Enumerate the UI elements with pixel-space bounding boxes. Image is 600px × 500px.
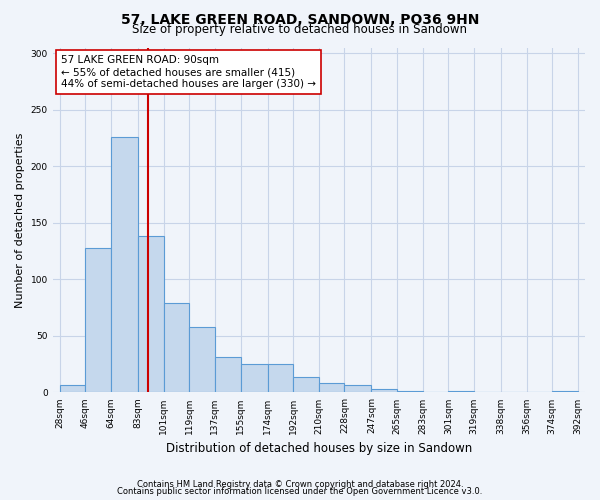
- Y-axis label: Number of detached properties: Number of detached properties: [15, 132, 25, 308]
- Text: Contains public sector information licensed under the Open Government Licence v3: Contains public sector information licen…: [118, 488, 482, 496]
- Bar: [371, 389, 397, 392]
- Bar: [344, 384, 371, 392]
- Bar: [111, 137, 138, 392]
- Text: 57, LAKE GREEN ROAD, SANDOWN, PO36 9HN: 57, LAKE GREEN ROAD, SANDOWN, PO36 9HN: [121, 12, 479, 26]
- Bar: [215, 358, 241, 392]
- X-axis label: Distribution of detached houses by size in Sandown: Distribution of detached houses by size …: [166, 442, 472, 455]
- Bar: [319, 384, 344, 392]
- Bar: [164, 303, 190, 392]
- Bar: [190, 327, 215, 392]
- Text: Contains HM Land Registry data © Crown copyright and database right 2024.: Contains HM Land Registry data © Crown c…: [137, 480, 463, 489]
- Bar: [268, 364, 293, 392]
- Bar: [85, 248, 111, 392]
- Bar: [241, 364, 268, 392]
- Bar: [60, 384, 85, 392]
- Bar: [293, 376, 319, 392]
- Text: 57 LAKE GREEN ROAD: 90sqm
← 55% of detached houses are smaller (415)
44% of semi: 57 LAKE GREEN ROAD: 90sqm ← 55% of detac…: [61, 56, 316, 88]
- Text: Size of property relative to detached houses in Sandown: Size of property relative to detached ho…: [133, 22, 467, 36]
- Bar: [138, 236, 164, 392]
